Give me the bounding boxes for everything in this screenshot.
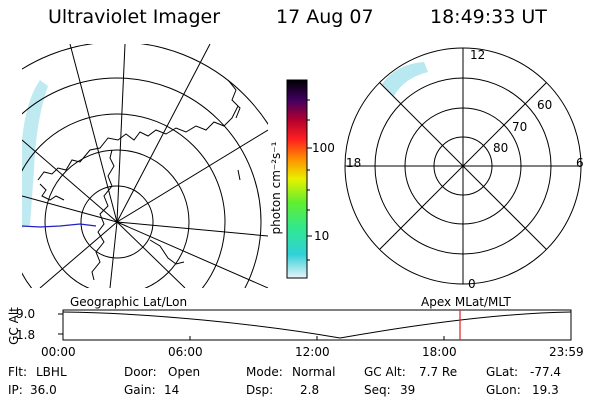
glon-label: GLon:: [486, 383, 521, 397]
door-value: Open: [168, 365, 201, 379]
timeline-left-title: Geographic Lat/Lon: [70, 295, 188, 309]
mlt-label-18: 18: [346, 156, 362, 170]
gc-alt-label: GC Alt:: [364, 365, 406, 379]
seq-value: 39: [400, 383, 416, 397]
door-label: Door:: [124, 365, 157, 379]
dsp-label: Dsp:: [246, 383, 274, 397]
timeline-right-title: Apex MLat/MLT: [421, 295, 511, 309]
lat-label-60: 60: [537, 98, 553, 112]
glon-value: 19.3: [532, 383, 559, 397]
timeline: [58, 309, 572, 341]
lat-circles: [22, 44, 268, 288]
mlt-label-0: 0: [468, 277, 476, 291]
mode-label: Mode:: [246, 365, 283, 379]
timeline-x-tick-1: 06:00: [168, 345, 203, 359]
ip-value: 36.0: [30, 383, 57, 397]
filter-value: LBHL: [36, 365, 67, 379]
lat-label-80: 80: [493, 141, 509, 155]
timeline-y-tick-top: 9.0: [16, 307, 36, 321]
gain-label: Gain:: [124, 383, 156, 397]
timeline-x-tick-0: 00:00: [41, 345, 76, 359]
timeline-x-tick-4: 23:59: [549, 345, 584, 359]
mlt-label-6: 6: [576, 156, 584, 170]
timeline-x-tick-3: 18:00: [422, 345, 457, 359]
colorbar-scale: [286, 79, 308, 279]
date-label: 17 Aug 07: [276, 6, 374, 28]
timeline-x-tick-2: 12:00: [295, 345, 330, 359]
mode-value: Normal: [292, 365, 336, 379]
terminator-line: [22, 223, 97, 228]
gc-alt-value: 7.7 Re: [419, 365, 458, 379]
colorbar-unit-label: photon cm⁻²s⁻¹: [269, 141, 283, 235]
timeline-y-tick-bottom: 1.8: [16, 328, 36, 342]
timeline-axis-label: GC Alt: [7, 307, 21, 345]
ip-label: IP:: [8, 383, 23, 397]
instrument-title: Ultraviolet Imager: [48, 6, 221, 28]
lat-label-70: 70: [512, 120, 528, 134]
geographic-map: [22, 44, 268, 288]
colorbar: [286, 79, 312, 279]
coastline: [37, 105, 239, 281]
polar-aurora: [382, 62, 428, 96]
filter-label: Flt:: [8, 365, 27, 379]
seq-label: Seq:: [364, 383, 391, 397]
glat-value: -77.4: [530, 365, 562, 379]
coastline-detail: [227, 79, 241, 181]
dsp-value: 2.8: [300, 383, 320, 397]
altitude-curve: [62, 311, 572, 339]
gain-value: 14: [164, 383, 180, 397]
mlt-label-12: 12: [470, 48, 486, 62]
glat-label: GLat:: [486, 365, 519, 379]
colorbar-tick-10: 10: [314, 229, 330, 243]
time-label: 18:49:33 UT: [430, 6, 547, 28]
colorbar-tick-100: 100: [312, 141, 335, 155]
polar-plot: [344, 47, 582, 285]
aurora-emission: [22, 80, 48, 228]
